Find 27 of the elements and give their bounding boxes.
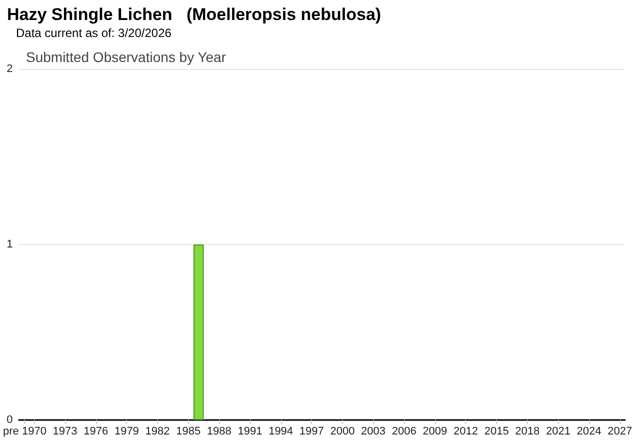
x-tick-label: 1976 <box>84 426 108 438</box>
x-tick-label: 2003 <box>361 426 386 438</box>
x-tick-label: 1991 <box>238 426 262 438</box>
y-tick-label: 0 <box>6 414 13 426</box>
x-tick-label: 1979 <box>114 426 139 438</box>
x-tick-label: 2006 <box>392 426 416 438</box>
y-tick-label: 2 <box>6 63 13 75</box>
x-tick-label: pre <box>2 426 19 438</box>
x-tick-label: 2024 <box>576 426 602 438</box>
chart-title: Hazy Shingle Lichen (Moelleropsis nebulosa) <box>7 5 382 24</box>
x-tick-label: 1973 <box>52 426 78 438</box>
x-tick-label: 2012 <box>454 426 478 438</box>
x-tick-label: 1994 <box>268 426 294 438</box>
y-tick-label: 1 <box>6 238 13 250</box>
x-tick-label: 2015 <box>484 426 509 438</box>
chart-subtitle: Submitted Observations by Year <box>26 49 226 65</box>
x-tick-label: 1997 <box>299 426 324 438</box>
text: Data current as of: 3/20/2026 <box>16 26 172 40</box>
x-tick-label: 1985 <box>176 426 201 438</box>
x-tick-label: 2021 <box>546 426 570 438</box>
x-tick-label: 2027 <box>608 426 632 438</box>
x-tick-label: 1982 <box>145 426 170 438</box>
x-tick-label: 2000 <box>330 426 355 438</box>
x-tick-label: 1988 <box>206 426 232 438</box>
x-tick-label: 2018 <box>515 426 540 438</box>
x-tick-label: 1970 <box>22 426 46 438</box>
x-tick-label: 2009 <box>422 426 448 438</box>
